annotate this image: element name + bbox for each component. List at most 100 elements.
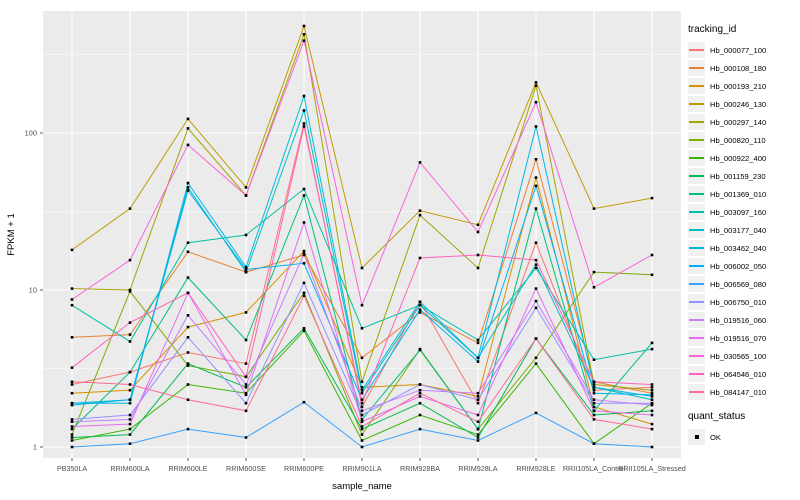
data-point — [128, 433, 132, 436]
data-point — [186, 250, 190, 254]
data-point — [70, 418, 74, 421]
data-point — [360, 388, 364, 392]
data-point — [650, 391, 654, 395]
data-point — [128, 207, 132, 210]
data-point — [302, 33, 306, 36]
legend-entry-Hb_064546_010: Hb_064546_010 — [688, 365, 800, 383]
legend-label: Hb_006569_080 — [710, 279, 767, 289]
data-point — [244, 186, 248, 189]
data-point — [418, 308, 422, 311]
legend-entry-Hb_001159_230: Hb_001159_230 — [688, 167, 800, 185]
legend-title-quant-status: quant_status — [688, 411, 746, 422]
data-point — [244, 386, 248, 389]
data-point — [592, 418, 596, 421]
data-point — [186, 241, 190, 244]
legend-key-icon — [688, 132, 705, 148]
data-point — [592, 386, 596, 389]
legend-entry-Hb_000077_100: Hb_000077_100 — [688, 41, 800, 59]
data-point — [418, 388, 422, 392]
legend-entry-Hb_006002_050: Hb_006002_050 — [688, 257, 800, 275]
data-point — [650, 445, 654, 449]
data-point — [244, 265, 248, 269]
legend-label: Hb_030565_100 — [710, 351, 767, 361]
legend-label: Hb_000297_140 — [710, 117, 767, 127]
legend-label: Hb_000820_110 — [710, 135, 766, 145]
data-point — [476, 401, 480, 405]
legend-series-list: Hb_000077_100 Hb_000108_180 Hb_000193_210 H… — [688, 41, 800, 401]
legend-key-icon — [688, 240, 705, 256]
legend-key-icon — [688, 366, 705, 382]
data-point — [476, 356, 480, 360]
data-point — [650, 422, 654, 426]
data-point — [534, 337, 538, 340]
data-point — [70, 303, 74, 307]
legend-entry-Hb_000922_400: Hb_000922_400 — [688, 149, 800, 167]
y-axis-title: FPKM + 1 — [6, 213, 17, 256]
data-point — [534, 287, 538, 290]
data-point — [186, 336, 190, 339]
data-point — [592, 413, 596, 417]
data-point — [534, 263, 538, 266]
data-point — [592, 409, 596, 413]
data-point — [186, 186, 190, 189]
legend-entry-Hb_084147_010: Hb_084147_010 — [688, 383, 800, 401]
data-point — [476, 253, 480, 257]
data-point — [360, 380, 364, 384]
data-point — [302, 125, 306, 128]
legend-entry-Hb_006569_080: Hb_006569_080 — [688, 275, 800, 293]
data-point — [70, 425, 74, 428]
data-point — [244, 338, 248, 342]
data-point — [476, 427, 480, 431]
legend-label: Hb_000246_130 — [710, 99, 767, 109]
data-point — [128, 383, 132, 386]
x-axis-label: PB350LA — [57, 464, 88, 473]
data-point — [244, 311, 248, 314]
data-point — [534, 299, 538, 303]
data-point — [70, 439, 74, 442]
data-point — [592, 401, 596, 405]
data-point — [418, 256, 422, 260]
x-axis-label: RRII105LA_Stressed — [618, 464, 686, 473]
data-point — [650, 401, 654, 405]
data-point — [650, 393, 654, 397]
data-point — [650, 253, 654, 257]
data-point — [244, 393, 248, 397]
data-point — [592, 380, 596, 384]
data-point — [476, 360, 480, 363]
data-point — [244, 270, 248, 274]
legend-key-icon — [688, 348, 705, 364]
data-point — [244, 233, 248, 237]
legend-key-icon — [688, 330, 705, 346]
data-point — [534, 266, 538, 270]
x-axis-label: RRIM901LA — [342, 464, 381, 473]
data-point — [476, 391, 480, 395]
data-point — [534, 241, 538, 244]
data-point — [534, 81, 538, 84]
data-point — [418, 413, 422, 417]
legend-entry-Hb_000193_210: Hb_000193_210 — [688, 77, 800, 95]
data-point — [592, 286, 596, 289]
legend-key-icon — [688, 204, 705, 220]
data-point — [360, 386, 364, 389]
data-point — [418, 311, 422, 314]
data-point — [360, 420, 364, 423]
data-point — [650, 403, 654, 407]
quant-ok-label: OK — [710, 432, 721, 442]
data-point — [186, 117, 190, 121]
data-point — [302, 39, 306, 42]
legend-key-icon — [688, 312, 705, 328]
data-point — [244, 375, 248, 379]
data-point — [418, 161, 422, 164]
legend-key-icon — [688, 276, 705, 292]
x-axis-label: RRIM600SE — [226, 464, 266, 473]
x-axis-label: RRIM928LE — [516, 464, 555, 473]
x-axis-labels: PB350LA RRIM600LA RRIM600LE RRIM600SE RRIM60… — [57, 464, 686, 473]
data-point — [476, 266, 480, 270]
data-point — [302, 400, 306, 404]
legend-entry-Hb_000297_140: Hb_000297_140 — [688, 113, 800, 131]
data-point — [476, 433, 480, 436]
data-point — [302, 291, 306, 295]
data-point — [360, 418, 364, 421]
data-point — [418, 391, 422, 395]
